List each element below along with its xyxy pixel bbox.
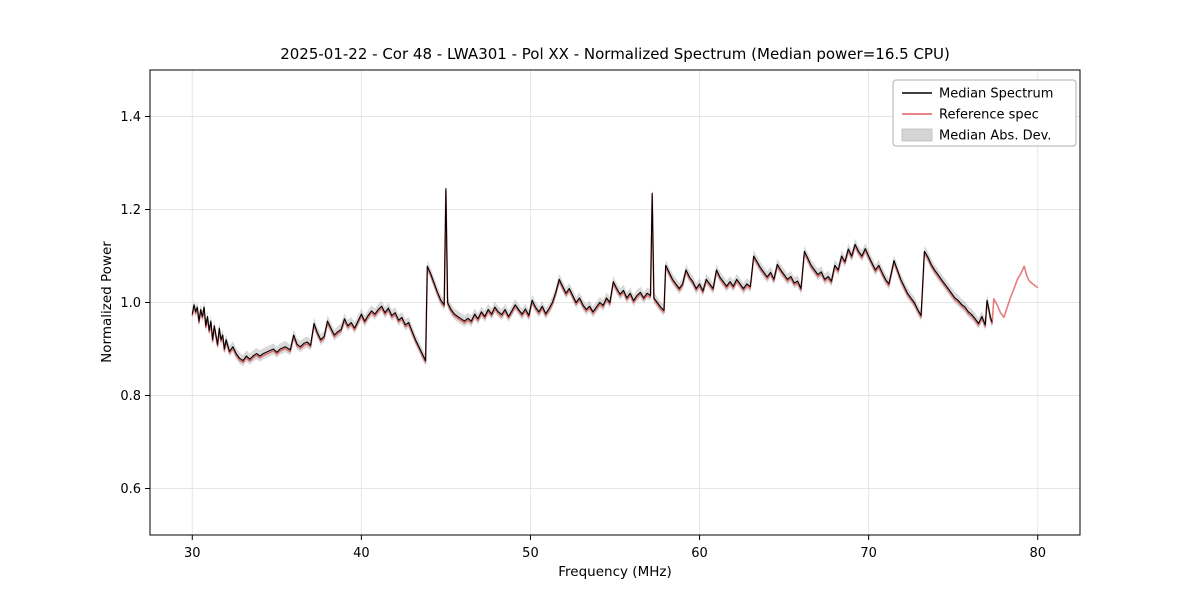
x-tick-label: 60 <box>691 546 708 561</box>
x-tick-label: 80 <box>1029 546 1046 561</box>
x-tick-label: 40 <box>353 546 370 561</box>
x-tick-label: 50 <box>522 546 539 561</box>
legend-swatch-2-patch <box>901 128 933 142</box>
y-tick-label: 0.8 <box>120 389 141 404</box>
legend-entry-label: Median Spectrum <box>939 87 1053 102</box>
legend-entry-label: Median Abs. Dev. <box>939 129 1051 144</box>
median-spectrum-line <box>191 188 993 362</box>
y-tick-label: 1.0 <box>120 296 141 311</box>
x-axis-label: Frequency (MHz) <box>558 564 672 580</box>
y-tick-label: 1.2 <box>120 203 141 218</box>
mad-band <box>192 183 993 367</box>
y-tick-label: 1.4 <box>120 110 141 125</box>
y-tick-label: 0.6 <box>120 482 141 497</box>
legend: Median Spectrum Reference spec Median Abs.… <box>892 79 1077 147</box>
legend-box <box>892 79 1077 147</box>
grid <box>150 70 1080 535</box>
x-tick-label: 30 <box>184 546 201 561</box>
x-tick-label: 70 <box>860 546 877 561</box>
legend-entry-label: Reference spec <box>939 108 1039 123</box>
chart-title: 2025-01-22 - Cor 48 - LWA301 - Pol XX - … <box>280 45 950 63</box>
ticks: 30 40 50 60 70 80 0.6 0.8 1.0 1.2 1.4 <box>120 110 1046 561</box>
